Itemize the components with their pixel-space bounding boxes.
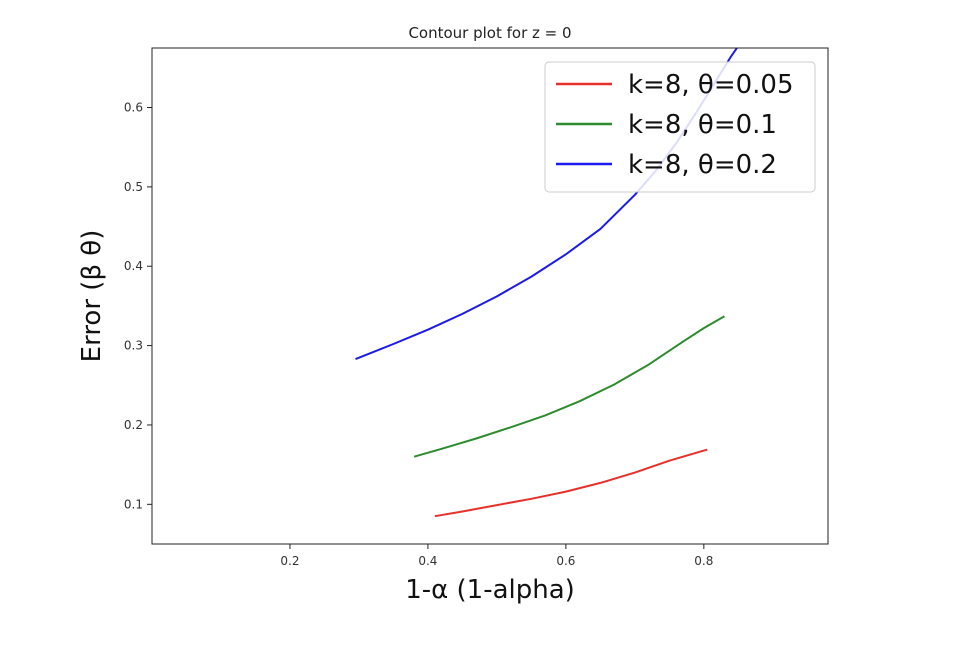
x-axis-label: 1-α (1-alpha) [405, 575, 575, 605]
y-tick-label: 0.3 [124, 339, 143, 353]
y-tick-label: 0.1 [124, 497, 143, 511]
plot-frame [151, 47, 829, 545]
series-line-2 [413, 315, 725, 458]
x-tick-label: 0.8 [694, 554, 713, 568]
y-tick-label: 0.4 [124, 259, 143, 273]
y-axis-label: Error (β θ) [77, 230, 107, 363]
y-tick-label: 0.5 [124, 180, 143, 194]
y-axis-ticks: 0.1 0.2 0.3 0.4 0.5 0.6 [124, 101, 152, 511]
y-tick-label: 0.2 [124, 418, 143, 432]
x-tick-label: 0.2 [280, 554, 299, 568]
legend-box [544, 61, 816, 193]
legend: k=8, θ=0.05 k=8, θ=0.1 k=8, θ=0.2 [544, 61, 816, 193]
x-tick-label: 0.4 [418, 554, 437, 568]
legend-label-3: k=8, θ=0.2 [628, 150, 777, 180]
y-tick-label: 0.6 [124, 101, 143, 115]
chart-title: Contour plot for z = 0 [408, 24, 571, 42]
x-axis-ticks: 0.2 0.4 0.6 0.8 [280, 544, 713, 568]
legend-label-1: k=8, θ=0.05 [628, 70, 794, 100]
x-tick-label: 0.6 [556, 554, 575, 568]
series-line-1 [434, 448, 708, 518]
legend-label-2: k=8, θ=0.1 [628, 110, 777, 140]
legend-items: k=8, θ=0.05 k=8, θ=0.1 k=8, θ=0.2 [556, 70, 794, 180]
